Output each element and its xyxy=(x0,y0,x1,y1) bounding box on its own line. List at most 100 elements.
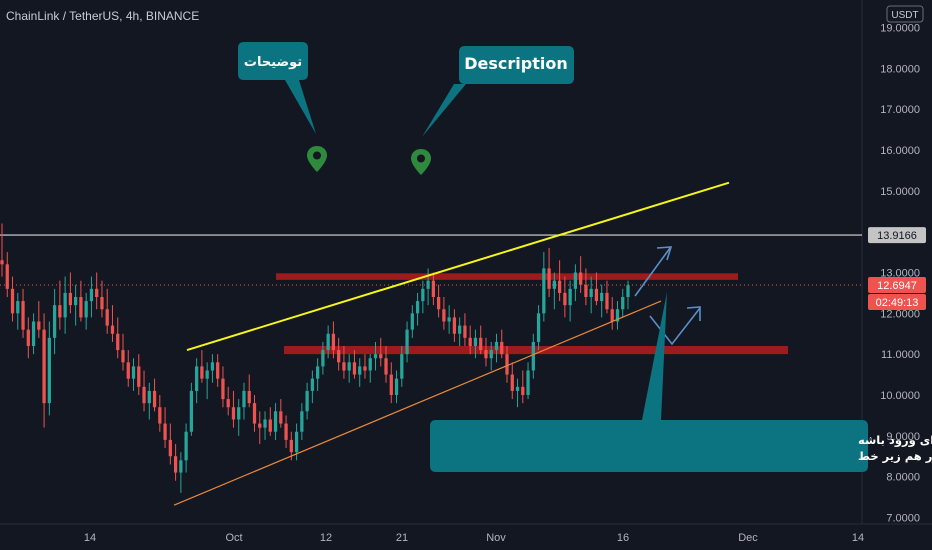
candle xyxy=(5,252,9,297)
candle xyxy=(326,325,330,359)
y-tick-label: 18.0000 xyxy=(880,63,920,75)
candle xyxy=(626,280,630,310)
candle xyxy=(216,354,220,387)
candle xyxy=(284,415,288,449)
candle xyxy=(421,280,425,314)
candle xyxy=(126,350,130,387)
candle xyxy=(273,403,278,440)
candle xyxy=(52,288,57,355)
candle xyxy=(158,394,162,432)
candle xyxy=(536,305,541,351)
candle xyxy=(547,248,551,297)
candle xyxy=(0,223,4,277)
channel-upper-line[interactable] xyxy=(186,181,730,352)
candle xyxy=(226,386,230,416)
candle xyxy=(247,374,251,408)
y-tick-label: 7.0000 xyxy=(886,512,920,524)
candle xyxy=(21,288,25,338)
candle xyxy=(63,276,67,334)
currency-badge[interactable]: USDT xyxy=(886,5,924,23)
candle xyxy=(442,296,446,330)
candle xyxy=(16,292,20,330)
map-marker-icon[interactable] xyxy=(307,146,327,172)
candle xyxy=(384,345,388,383)
y-tick-label: 17.0000 xyxy=(880,104,920,116)
candle xyxy=(389,362,393,404)
arrow-up-path xyxy=(634,247,671,297)
candle xyxy=(358,358,362,387)
x-tick-label: 21 xyxy=(396,532,408,544)
candle xyxy=(321,341,325,375)
candle xyxy=(79,280,83,322)
y-tick-label: 8.0000 xyxy=(886,472,920,484)
channel-lower-line[interactable] xyxy=(173,300,662,506)
candle xyxy=(342,345,346,379)
candle xyxy=(31,313,36,355)
candle xyxy=(594,272,599,306)
x-tick-label: 14 xyxy=(852,532,864,544)
arrow-pullback-head xyxy=(686,306,701,321)
candle xyxy=(589,276,593,314)
candle xyxy=(415,292,420,326)
candle xyxy=(105,288,109,334)
y-tick-label: 11.0000 xyxy=(881,349,920,361)
candle xyxy=(573,264,578,302)
candle xyxy=(221,366,225,408)
candle xyxy=(563,276,567,318)
candle xyxy=(452,309,457,342)
candle xyxy=(42,313,46,428)
candles xyxy=(0,223,630,493)
candle xyxy=(231,390,236,428)
candle xyxy=(74,284,78,326)
callout-description[interactable]: Description xyxy=(422,46,574,137)
candle xyxy=(615,301,620,330)
candle xyxy=(189,382,194,436)
candle xyxy=(579,256,583,293)
x-tick-label: 16 xyxy=(617,532,629,544)
candle xyxy=(347,354,351,383)
candle xyxy=(200,350,204,383)
candle xyxy=(210,354,215,383)
callout-persian[interactable]: توضیحات xyxy=(238,42,316,134)
support-zone[interactable] xyxy=(284,345,788,355)
candle xyxy=(400,345,404,387)
candle xyxy=(468,325,472,355)
candle xyxy=(237,399,241,436)
candle xyxy=(542,252,546,322)
map-marker-icon[interactable] xyxy=(411,149,431,175)
candle xyxy=(394,370,399,404)
countdown-label: 02:49:13 xyxy=(868,293,926,310)
resistance-zone[interactable] xyxy=(276,273,738,280)
callout-main-line1: در حال حاضر اگر خط مقاومت شکسته بشه می ت… xyxy=(858,433,932,448)
candle xyxy=(195,358,199,404)
x-tick-label: Oct xyxy=(225,532,242,544)
y-tick-label: 16.0000 xyxy=(880,145,920,157)
candle xyxy=(47,321,51,416)
x-tick-label: 14 xyxy=(84,532,96,544)
candle xyxy=(500,329,504,359)
candle xyxy=(279,399,283,428)
callout-main-note[interactable]: در حال حاضر اگر خط مقاومت شکسته بشه می ت… xyxy=(430,292,932,472)
svg-text:02:49:13: 02:49:13 xyxy=(876,297,919,309)
price-scale[interactable] xyxy=(862,0,932,524)
candle xyxy=(268,407,272,436)
candle xyxy=(305,382,309,420)
candle xyxy=(116,317,120,359)
candle xyxy=(26,317,30,359)
candle xyxy=(557,260,562,302)
candle xyxy=(505,345,509,383)
candle xyxy=(484,337,488,367)
candle xyxy=(526,362,530,400)
candle xyxy=(410,305,414,338)
y-tick-label: 10.0000 xyxy=(880,390,920,402)
candle xyxy=(252,394,257,432)
candle xyxy=(568,280,572,322)
candle xyxy=(68,272,73,314)
candle xyxy=(621,288,625,318)
candle xyxy=(89,276,94,318)
y-tick-label: 9.0000 xyxy=(886,431,920,443)
x-tick-label: Dec xyxy=(738,532,758,544)
projection-arrows[interactable] xyxy=(634,246,701,346)
svg-text:13.9166: 13.9166 xyxy=(877,230,917,242)
